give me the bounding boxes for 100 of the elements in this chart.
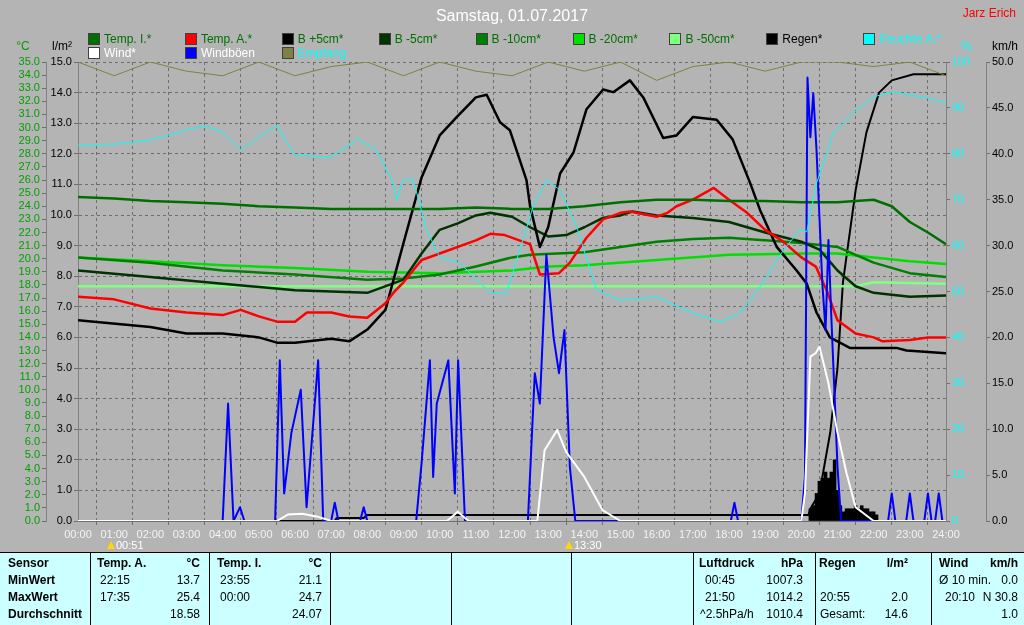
text: Jarz Erich xyxy=(962,6,1016,20)
y-tick-label: 70 xyxy=(952,192,965,205)
y-tick-label: 40 xyxy=(952,330,965,343)
legend-label: Windböen xyxy=(200,46,255,60)
y-tick-label: 8.0 xyxy=(24,409,40,422)
text: 21.1 xyxy=(298,573,322,587)
y-tick-label: 26.0 xyxy=(18,173,40,186)
x-tick-label: 08:00 xyxy=(353,527,382,540)
x-tick-label: 01:00 xyxy=(100,527,128,540)
chart-title: Samstag, 01.07.2017 xyxy=(435,7,589,24)
y-tick-label: 80 xyxy=(952,146,965,159)
x-tick-label: 14:00 xyxy=(570,527,599,540)
y-tick-label: 33.0 xyxy=(18,81,40,94)
y2-tick-label: 5.0 xyxy=(992,468,1008,481)
text: 00:45 xyxy=(705,573,736,587)
x-tick-label: 02:00 xyxy=(136,527,165,540)
x-tick-label: 22:00 xyxy=(859,527,888,540)
legend-label: Regen* xyxy=(782,32,823,46)
legend-label: B -10cm* xyxy=(491,32,541,46)
legend-label: B -5cm* xyxy=(394,32,438,46)
y2-tick-label: 0.0 xyxy=(56,514,72,527)
y-tick-label: 3.0 xyxy=(24,474,40,487)
y-tick-label: 31.0 xyxy=(18,107,40,120)
y2-tick-label: 6.0 xyxy=(56,330,72,343)
text: Temp. A. xyxy=(97,556,147,570)
x-tick-label: 23:00 xyxy=(896,527,924,540)
y2-tick-label: 45.0 xyxy=(992,100,1014,113)
y-tick-label: 30.0 xyxy=(18,120,40,133)
text: 20:55 xyxy=(820,590,851,604)
y-tick-label: 10.0 xyxy=(18,382,40,395)
y-tick-label: 16.0 xyxy=(18,304,40,317)
y2-tick-label: 35.0 xyxy=(992,192,1014,205)
y-tick-label: 28.0 xyxy=(18,146,40,159)
text: l/m² xyxy=(886,556,908,570)
legend-label: B -50cm* xyxy=(685,32,735,46)
y2-axis-title: l/m² xyxy=(52,39,72,54)
text: 00:51 xyxy=(116,539,144,551)
x-tick-label: 18:00 xyxy=(715,527,743,540)
text: 17:35 xyxy=(100,590,131,604)
text: 20:10 xyxy=(945,590,976,604)
y2-tick-label: 5.0 xyxy=(56,361,72,374)
text: 0.0 xyxy=(1001,573,1018,587)
y-tick-label: 2.0 xyxy=(24,487,40,500)
y-tick-label: 1.0 xyxy=(24,500,40,513)
y-tick-label: 19.0 xyxy=(18,264,40,277)
legend-label: B +5cm* xyxy=(297,32,344,46)
text: MaxWert xyxy=(8,590,58,604)
text: Regen xyxy=(819,556,856,570)
y2-tick-label: 14.0 xyxy=(50,85,72,98)
legend-label: Temp. I.* xyxy=(104,32,152,46)
y-tick-label: 50 xyxy=(952,284,965,297)
text: Sensor xyxy=(8,556,49,570)
legend-label: Wind* xyxy=(104,46,137,60)
x-tick-label: 11:00 xyxy=(462,527,490,540)
y-tick-label: 9.0 xyxy=(24,396,40,408)
legend-label: Temp. A.* xyxy=(200,32,253,46)
y-tick-label: 7.0 xyxy=(24,422,40,435)
text: Ø 10 min. xyxy=(939,573,992,587)
y2-tick-label: 11.0 xyxy=(51,177,72,190)
y2-tick-label: 20.0 xyxy=(992,330,1014,343)
text: °C xyxy=(186,556,200,570)
y2-tick-label: 3.0 xyxy=(56,422,72,435)
text: 1014.2 xyxy=(766,590,803,604)
y-tick-label: 5.0 xyxy=(24,448,40,461)
x-tick-label: 12:00 xyxy=(498,527,526,540)
text: °C xyxy=(308,556,322,570)
x-tick-label: 19:00 xyxy=(751,527,779,540)
y-tick-label: 10 xyxy=(952,468,965,481)
x-tick-label: 09:00 xyxy=(389,527,418,540)
x-tick-label: 05:00 xyxy=(245,527,273,540)
text: 1010.4 xyxy=(766,607,803,621)
text: 18.58 xyxy=(169,607,200,621)
y-tick-label: 90 xyxy=(952,100,965,113)
x-tick-label: 03:00 xyxy=(172,527,201,540)
text: MinWert xyxy=(8,573,56,587)
x-tick-label: 21:00 xyxy=(823,527,852,540)
y2-tick-label: 50.0 xyxy=(992,55,1014,68)
text: 23:55 xyxy=(220,573,251,587)
y-tick-label: 20.0 xyxy=(18,251,40,264)
y-tick-label: 25.0 xyxy=(18,186,40,199)
y2-tick-label: 10.0 xyxy=(50,208,72,221)
text: 25.4 xyxy=(176,590,200,604)
text: Luftdruck xyxy=(699,556,755,570)
y-tick-label: 24.0 xyxy=(18,199,40,212)
text: Wind xyxy=(939,556,969,570)
y-tick-label: 6.0 xyxy=(24,435,40,448)
y2-tick-label: 9.0 xyxy=(56,238,72,251)
y-tick-label: 23.0 xyxy=(18,212,40,225)
y-tick-label: 4.0 xyxy=(24,461,40,474)
text: 00:00 xyxy=(220,590,251,604)
y-tick-label: 100 xyxy=(952,55,971,68)
text: Gesamt: xyxy=(820,607,866,621)
y-tick-label: 29.0 xyxy=(18,133,40,146)
text: 13:30 xyxy=(574,539,602,551)
legend-label: Feuchte A.* xyxy=(879,32,942,46)
y2-tick-label: 2.0 xyxy=(56,452,72,465)
text: 1007.3 xyxy=(766,573,803,587)
y2-tick-label: 0.0 xyxy=(992,514,1008,527)
text: Temp. I. xyxy=(217,556,262,570)
x-tick-label: 07:00 xyxy=(317,527,345,540)
